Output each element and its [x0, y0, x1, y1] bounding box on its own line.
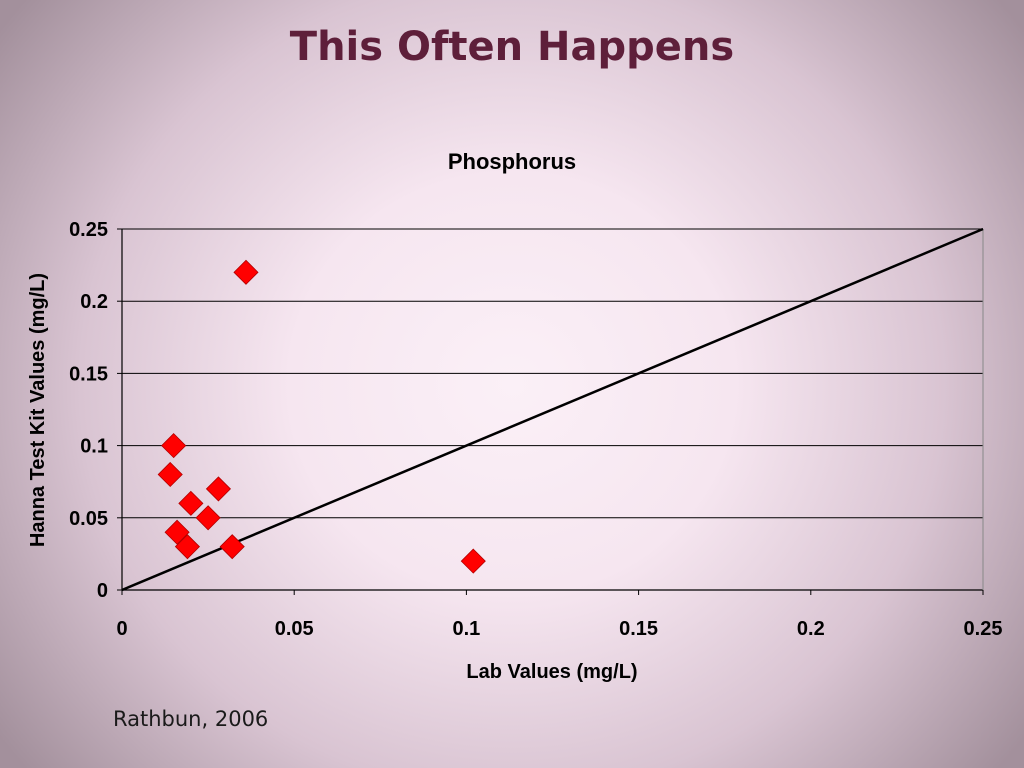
x-tick-label: 0.25	[964, 618, 1003, 640]
x-tick-label: 0.05	[275, 618, 314, 640]
slide-title: This Often Happens	[289, 24, 735, 70]
x-tick-label: 0	[116, 618, 127, 640]
data-point	[164, 519, 190, 545]
y-axis-label: Hanna Test Kit Values (mg/L)	[27, 273, 49, 547]
x-tick-label: 0.15	[619, 618, 658, 640]
data-point	[205, 476, 231, 502]
data-point	[174, 534, 201, 560]
x-tick-label: 0.2	[797, 618, 825, 640]
y-tick-label: 0	[97, 580, 108, 602]
reference-line	[121, 227, 984, 592]
chart-title: Phosphorus	[448, 149, 576, 174]
y-tick-label: 0.05	[69, 508, 108, 530]
y-tick-label: 0.25	[69, 219, 108, 241]
data-point	[178, 490, 204, 516]
x-tick-label: 0.1	[452, 618, 480, 640]
tick-labels: 0 0.05 0.1 0.15 0.2 0.25 0 0.05 0.1 0.15 0.2 0.25	[69, 219, 1002, 640]
axes	[117, 228, 984, 595]
data-point	[460, 548, 486, 574]
gridlines	[122, 228, 983, 519]
data-point	[157, 461, 183, 488]
x-axis-label: Lab Values (mg/L)	[466, 661, 637, 683]
y-tick-label: 0.15	[69, 363, 108, 385]
data-point	[161, 433, 187, 459]
data-points	[157, 259, 486, 574]
data-point	[233, 259, 259, 285]
citation: Rathbun, 2006	[113, 707, 269, 731]
reference-line-group	[121, 227, 984, 592]
y-tick-label: 0.2	[80, 291, 108, 313]
data-point	[219, 534, 245, 560]
data-point	[195, 505, 221, 531]
y-tick-label: 0.1	[80, 436, 108, 458]
